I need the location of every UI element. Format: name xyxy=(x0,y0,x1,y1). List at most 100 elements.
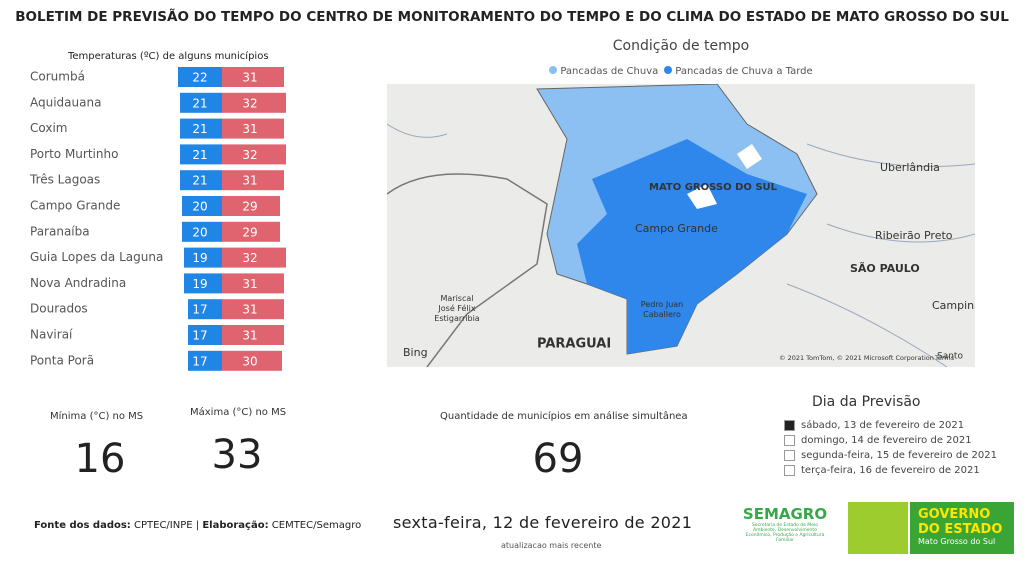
legend-dot xyxy=(549,66,558,74)
category-label: Guia Lopes da Laguna xyxy=(30,250,163,264)
semagro-name: SEMAGRO xyxy=(742,505,828,523)
option-label: sábado, 13 de fevereiro de 2021 xyxy=(801,420,965,431)
option-label: segunda-feira, 15 de fevereiro de 2021 xyxy=(801,450,997,461)
category-label: Nova Andradina xyxy=(30,276,126,290)
category-label: Três Lagoas xyxy=(29,173,100,187)
value-label: 31 xyxy=(242,329,257,343)
value-label: 30 xyxy=(242,354,257,368)
source-label: Fonte dos dados: xyxy=(34,520,131,531)
category-label: Ponta Porã xyxy=(30,353,94,367)
legend-label: Pancadas de Chuva xyxy=(560,66,659,77)
bar xyxy=(222,350,282,371)
slicer-title: Dia da Previsão xyxy=(812,394,921,410)
value-label: 20 xyxy=(192,200,207,214)
bar xyxy=(222,92,286,113)
bar xyxy=(222,299,284,320)
bar xyxy=(182,196,222,216)
value-label: 19 xyxy=(192,251,207,265)
value-label: 22 xyxy=(192,71,207,85)
map-legend: Pancadas de Chuva Pancadas de Chuva a Tar… xyxy=(387,66,975,77)
semagro-sub: Secretaria de Estado de Meio Ambiente, D… xyxy=(745,523,825,543)
legend-item: Pancadas de Chuva a Tarde xyxy=(664,66,813,77)
bar xyxy=(222,144,286,165)
temperature-chart: Corumbá 22 31 Aquidauana 21 32 Coxim 21 31 Porto … xyxy=(29,67,286,371)
value-label: 19 xyxy=(192,277,207,291)
map-label: Mariscal José Félix Estigarribia xyxy=(434,294,480,323)
border xyxy=(387,173,548,367)
category-label: Paranaíba xyxy=(30,224,90,238)
slicer-option[interactable]: sábado, 13 de fevereiro de 2021 xyxy=(784,418,997,433)
bar xyxy=(188,299,222,320)
bar xyxy=(182,221,222,242)
value-label: 32 xyxy=(242,251,257,265)
value-label: 31 xyxy=(242,122,257,136)
checkbox[interactable] xyxy=(784,420,795,431)
checkbox[interactable] xyxy=(784,435,795,446)
slicer-option[interactable]: terça-feira, 16 de fevereiro de 2021 xyxy=(784,463,997,478)
value-label: 32 xyxy=(242,148,257,162)
stat-label: Mínima (°C) no MS xyxy=(50,411,144,422)
bar xyxy=(184,273,222,294)
category-label: Coxim xyxy=(30,121,67,135)
gov-logo: GOVERNO DO ESTADO Mato Grosso do Sul xyxy=(910,502,1014,554)
slicer: sábado, 13 de fevereiro de 2021 domingo, … xyxy=(784,418,997,478)
bar xyxy=(178,67,222,87)
map-label: Campinas xyxy=(932,299,975,312)
value-label: 21 xyxy=(192,96,207,110)
checkbox[interactable] xyxy=(784,450,795,461)
bar xyxy=(222,325,284,345)
footer-source: Fonte dos dados: CPTEC/INPE | Elaboração… xyxy=(34,520,361,531)
map-brand: Bing xyxy=(403,346,428,359)
bar xyxy=(222,170,284,191)
page-title: BOLETIM DE PREVISÃO DO TEMPO DO CENTRO D… xyxy=(15,9,1009,25)
category-label: Dourados xyxy=(30,302,88,316)
category-label: Campo Grande xyxy=(30,199,120,213)
legend-item: Pancadas de Chuva xyxy=(549,66,658,77)
date: sexta-feira, 12 de fevereiro de 2021 xyxy=(393,513,693,532)
stat-value: 33 xyxy=(211,432,263,478)
bar xyxy=(222,196,280,216)
value-label: 20 xyxy=(192,225,207,239)
category-label: Aquidauana xyxy=(30,95,101,109)
source: CPTEC/INPE | xyxy=(134,520,200,531)
bar xyxy=(180,170,222,191)
rivers xyxy=(387,123,975,367)
bar xyxy=(222,273,284,294)
bar xyxy=(222,67,284,87)
gov-line1: GOVERNO xyxy=(918,507,991,522)
category-label: Corumbá xyxy=(30,70,85,84)
category-label: Porto Murtinho xyxy=(30,147,118,161)
gov-line3: Mato Grosso do Sul xyxy=(918,537,996,546)
value-label: 29 xyxy=(242,200,257,214)
slicer-option[interactable]: domingo, 14 de fevereiro de 2021 xyxy=(784,433,997,448)
map-title: Condição de tempo xyxy=(612,38,750,54)
value-label: 31 xyxy=(242,71,257,85)
bar xyxy=(188,325,222,345)
stat-label: Quantidade de municípios em análise simu… xyxy=(440,411,688,422)
map-label: Pedro Juan Caballero xyxy=(641,300,684,319)
value-label: 21 xyxy=(192,174,207,188)
map-label: Santo xyxy=(937,352,963,362)
category-label: Naviraí xyxy=(30,328,73,342)
map[interactable]: MATO GROSSO DO SUL Campo Grande Uberlândia… xyxy=(387,84,975,367)
value-label: 31 xyxy=(242,303,257,317)
stat-value: 16 xyxy=(74,436,126,482)
value-label: 17 xyxy=(192,303,207,317)
value-label: 32 xyxy=(242,96,257,110)
checkbox[interactable] xyxy=(784,465,795,476)
stat-label: Máxima (°C) no MS xyxy=(190,407,287,418)
map-label: MATO GROSSO DO SUL xyxy=(649,182,778,193)
value-label: 31 xyxy=(242,277,257,291)
slicer-option[interactable]: segunda-feira, 15 de fevereiro de 2021 xyxy=(784,448,997,463)
bar xyxy=(180,92,222,113)
bar xyxy=(222,247,286,268)
clear-areas xyxy=(687,144,762,209)
map-terms: Terms xyxy=(934,354,955,362)
map-label: Uberlândia xyxy=(880,161,940,174)
coat-of-arms xyxy=(848,502,908,554)
value-label: 17 xyxy=(192,329,207,343)
region-dark xyxy=(577,139,807,354)
bar xyxy=(184,247,222,268)
bar xyxy=(180,144,222,165)
